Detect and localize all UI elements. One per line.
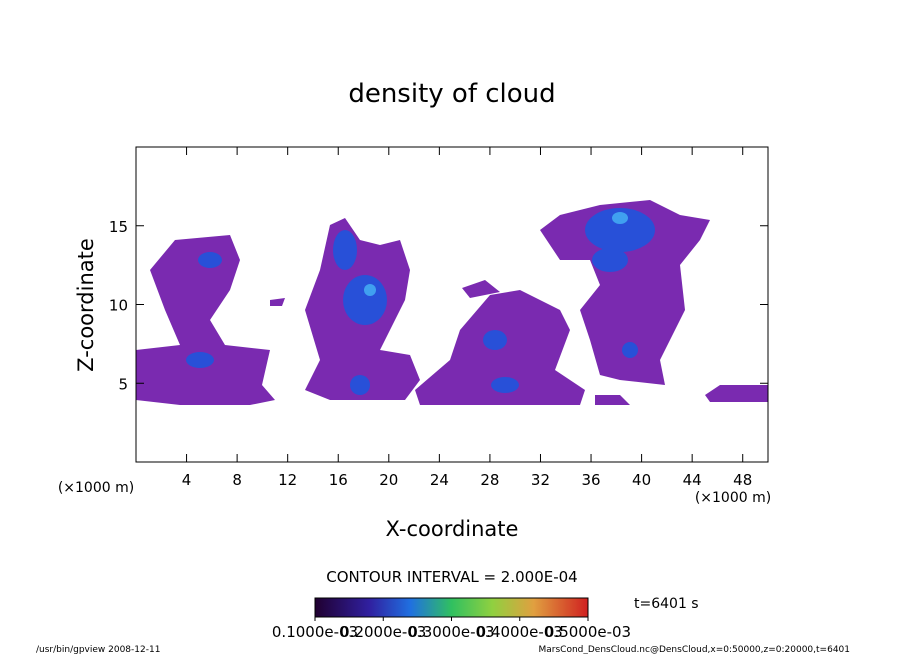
- colorbar: [314, 597, 589, 618]
- footer-left: /usr/bin/gpview 2008-12-11: [36, 645, 160, 654]
- cloud-field: [136, 200, 768, 405]
- x-tick-label: 44: [683, 471, 702, 489]
- colorbar-tick-label: 0.1000e-03: [272, 623, 358, 641]
- x-unit: (×1000 m): [58, 480, 134, 496]
- colorbar-tick-label: 0.5000e-03: [545, 623, 631, 641]
- chart-title: density of cloud: [348, 79, 555, 109]
- colorbar-tick-label: 0.2000e-03: [340, 623, 426, 641]
- x-tick-label: 28: [480, 471, 499, 489]
- x-tick-label: 36: [581, 471, 600, 489]
- y-unit: (×1000 m): [695, 490, 771, 506]
- colorbar-tick-label: 0.3000e-03: [408, 623, 494, 641]
- y-tick-label: 10: [109, 297, 128, 315]
- time-label: t=6401 s: [634, 596, 699, 612]
- x-tick-label: 8: [232, 471, 242, 489]
- y-tick-label: 15: [109, 218, 128, 236]
- x-tick-label: 24: [430, 471, 449, 489]
- x-axis-label: X-coordinate: [386, 517, 519, 541]
- contour-interval: CONTOUR INTERVAL = 2.000E-04: [326, 568, 577, 586]
- x-tick-label: 4: [182, 471, 192, 489]
- x-tick-label: 40: [632, 471, 651, 489]
- colorbar-tick-label: 0.4000e-03: [477, 623, 563, 641]
- x-tick-label: 16: [329, 471, 348, 489]
- x-tick-label: 20: [379, 471, 398, 489]
- x-tick-label: 48: [733, 471, 752, 489]
- x-tick-label: 32: [531, 471, 550, 489]
- y-tick-label: 5: [118, 375, 128, 393]
- x-tick-label: 12: [278, 471, 297, 489]
- y-axis-label: Z-coordinate: [74, 238, 98, 372]
- footer-right: MarsCond_DensCloud.nc@DensCloud,x=0:5000…: [539, 645, 851, 654]
